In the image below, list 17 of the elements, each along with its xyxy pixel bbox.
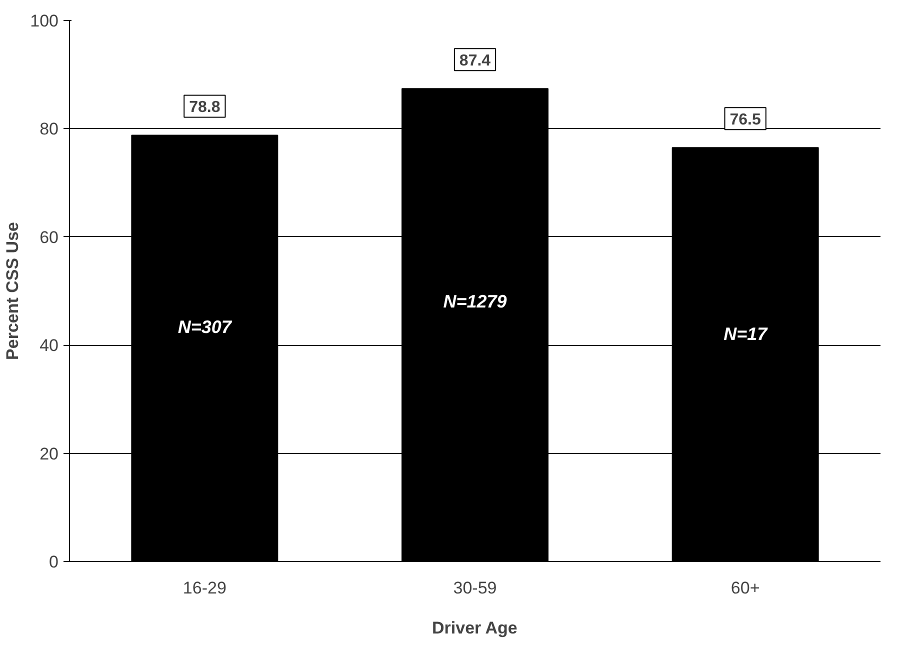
annotation: N=1279: [443, 291, 507, 312]
data-label: 76.5: [730, 112, 762, 129]
x-tick-label: 16-29: [182, 578, 226, 598]
data-label: 87.4: [459, 52, 491, 70]
annotation: N=17: [724, 324, 768, 344]
y-tick-label: 60: [40, 228, 59, 247]
x-tick-label: 60+: [730, 578, 760, 598]
y-tick-label: 80: [40, 120, 59, 139]
y-tick-label: 40: [40, 336, 59, 356]
data-label: 78.8: [189, 99, 220, 116]
y-tick-label: 0: [49, 552, 59, 572]
x-tick-label: 30-59: [453, 578, 497, 598]
y-tick-label: 20: [40, 444, 59, 464]
y-tick-label: 100: [30, 12, 59, 30]
annotation: N=307: [178, 317, 232, 338]
x-axis-title: Driver Age: [432, 618, 518, 638]
y-axis-title: Percent CSS Use: [3, 222, 22, 360]
